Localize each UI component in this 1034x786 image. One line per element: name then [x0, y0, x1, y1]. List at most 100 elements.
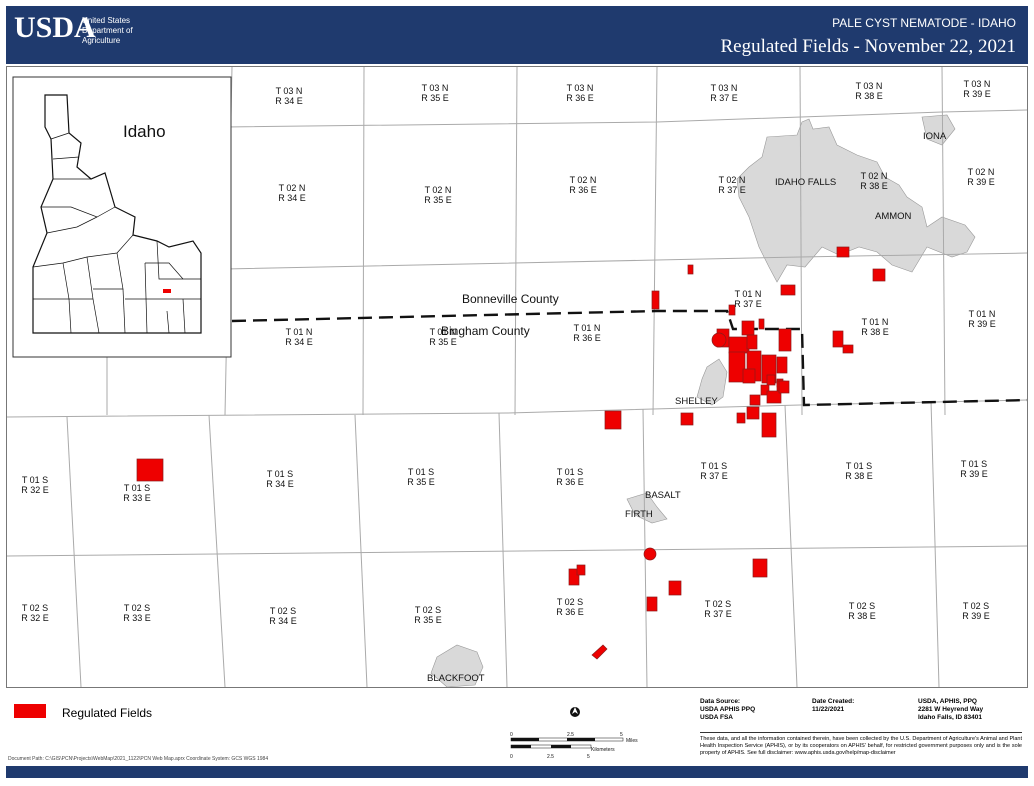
map-title: Regulated Fields - November 22, 2021 [720, 36, 1016, 57]
place-label: BASALT [645, 490, 681, 501]
regulated-field [736, 412, 746, 424]
regulated-field [842, 344, 854, 354]
place-label: AMMON [875, 211, 912, 222]
place-label: SHELLEY [675, 396, 718, 407]
shelley-urban [696, 358, 728, 406]
idaho-falls-urban [736, 118, 976, 283]
inset-state-label: Idaho [123, 122, 166, 141]
regulated-field [651, 290, 660, 310]
regulated-field [604, 410, 622, 430]
regulated-field [761, 412, 777, 438]
data-source-line: USDA APHIS PPQ [700, 706, 756, 713]
regulated-field [872, 268, 886, 282]
scale-and-north: 0 2.5 5 Miles Kilometers 0 2.5 5 [510, 707, 638, 760]
regulated-field [576, 564, 586, 576]
contact-address: USDA, APHIS, PPQ 2281 W Heyrend Way Idah… [918, 698, 983, 722]
place-label: IDAHO FALLS [775, 177, 836, 188]
place-label: IONA [923, 131, 947, 142]
county-labels: Bonneville County Bingham County [441, 292, 559, 338]
regulated-field [752, 558, 768, 578]
usda-logo-word: USDA [14, 11, 96, 44]
inset-focus-area [163, 289, 171, 293]
regulated-field [711, 332, 727, 348]
regulated-field [687, 264, 694, 275]
scale-tick-label: 5 [620, 732, 623, 738]
regulated-field [776, 356, 788, 374]
place-labels: IDAHO FALLS IONA AMMON SHELLEY BASALT FI… [427, 131, 947, 684]
regulated-field [778, 328, 792, 352]
regulated-field [746, 334, 758, 350]
urban-areas [430, 114, 976, 687]
date-created-value: 11/22/2021 [812, 706, 845, 713]
scale-tick-label: 0 [510, 732, 513, 738]
regulated-field [643, 547, 657, 561]
agency-name: United States Department of Agriculture [82, 16, 133, 46]
regulated-field [742, 368, 756, 384]
regulated-fields [136, 246, 886, 660]
county-boundary [231, 309, 1027, 407]
blackfoot-urban [430, 644, 484, 687]
regulated-field [728, 336, 750, 354]
regulated-field [778, 380, 790, 394]
regulated-field [668, 580, 682, 596]
data-source-heading: Data Source: [700, 698, 741, 705]
scale-bar: 0 2.5 5 Miles Kilometers 0 2.5 5 [510, 732, 638, 760]
scale-tick-label: 0 [510, 754, 513, 760]
scale-tick-label: 2.5 [567, 732, 574, 738]
place-label: BLACKFOOT [427, 673, 485, 684]
regulated-field [591, 644, 608, 660]
scale-unit-miles: Miles [626, 738, 638, 744]
idaho-inset: Idaho [12, 76, 232, 358]
regulated-field [741, 320, 755, 336]
regulated-field [646, 596, 658, 612]
header-banner: USDA United States Department of Agricul… [6, 6, 1028, 64]
contact-line: 2281 W Heyrend Way [918, 706, 984, 713]
scale-unit-km: Kilometers [591, 747, 615, 753]
legend-swatch-regulated-fields [14, 704, 46, 718]
regulated-field [728, 351, 746, 383]
regulated-field [760, 384, 770, 396]
place-label: FIRTH [625, 509, 653, 520]
agency-line: United States [82, 16, 131, 25]
date-created-heading: Date Created: [812, 698, 855, 705]
regulated-field [758, 318, 765, 330]
north-arrow-icon [570, 707, 580, 717]
township-grid [7, 67, 1027, 687]
regulated-field [568, 568, 580, 586]
agency-line: Agriculture [82, 36, 121, 45]
footer-bar [6, 766, 1028, 778]
regulated-field [136, 458, 164, 482]
regulated-field [780, 284, 796, 296]
divider [700, 732, 1022, 733]
